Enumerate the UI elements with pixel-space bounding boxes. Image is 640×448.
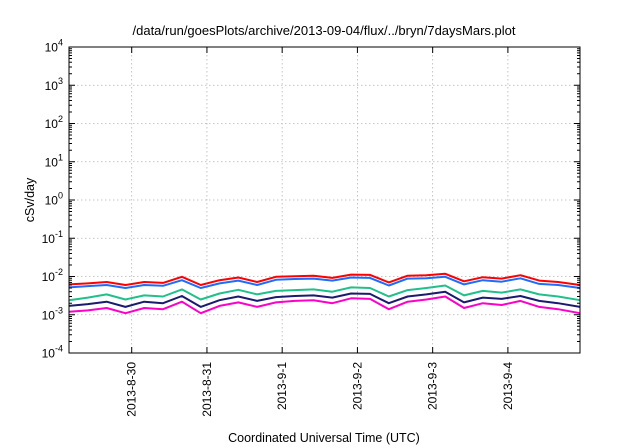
x-tick-label: 2013-9-4 [501, 362, 515, 410]
series-line-4 [68, 290, 581, 308]
x-tick-label: 2013-9-2 [350, 362, 364, 410]
x-tick-label: 2013-8-31 [200, 362, 214, 417]
series-line-2 [68, 275, 581, 289]
y-tick-label: 101 [45, 152, 63, 169]
chart-title: /data/run/goesPlots/archive/2013-09-04/f… [133, 23, 516, 38]
x-tick-label: 2013-8-30 [125, 362, 139, 417]
series-line-3 [68, 284, 581, 302]
y-tick-label: 10-2 [42, 267, 63, 284]
y-tick-label: 103 [45, 76, 63, 93]
y-axis-label: cSv/day [23, 177, 37, 222]
y-tick-label: 100 [45, 191, 63, 208]
x-tick-label: 2013-9-3 [426, 362, 440, 410]
y-tick-label: 10-3 [42, 305, 63, 322]
x-tick-label: 2013-9-1 [275, 362, 289, 410]
x-axis-label: Coordinated Universal Time (UTC) [228, 431, 420, 445]
grid [69, 46, 580, 354]
axis-ticks: 10-4 10-3 10-2 10-1 100 101 102 103 104 2013-8-30… [42, 38, 580, 417]
y-tick-label: 10-4 [42, 344, 63, 361]
series-line-1 [68, 272, 581, 286]
series-line-5 [68, 295, 581, 315]
plot-area [68, 272, 581, 315]
y-tick-label: 104 [45, 38, 63, 55]
y-tick-label: 10-1 [42, 229, 63, 246]
y-tick-label: 102 [45, 114, 63, 131]
